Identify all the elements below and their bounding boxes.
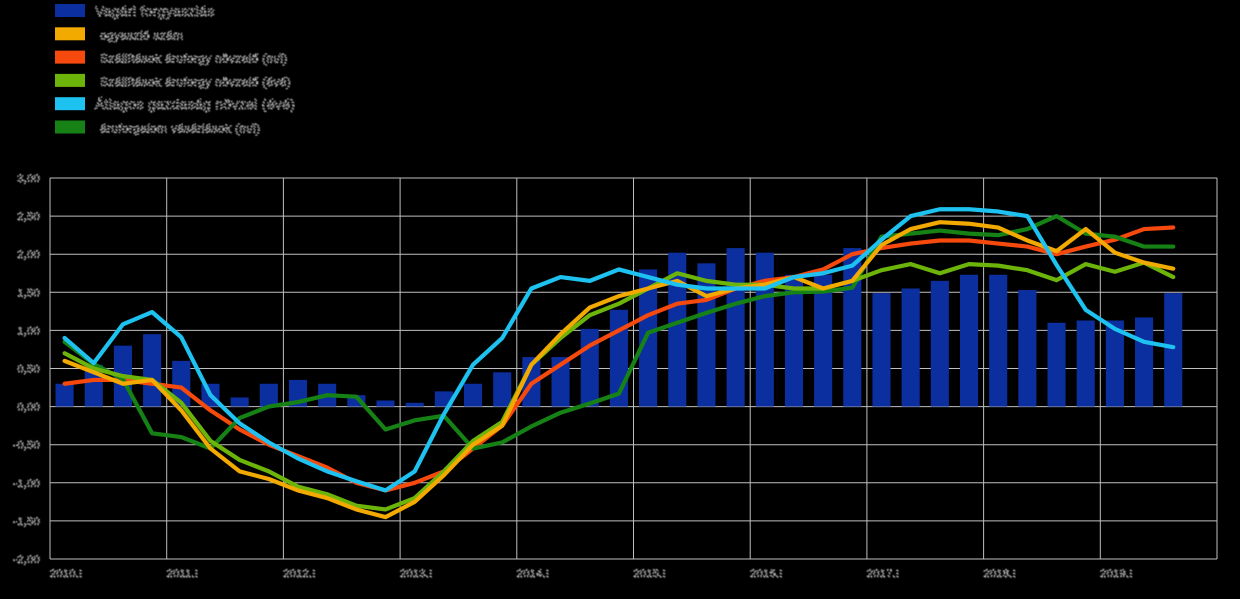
svg-text:-1,50: -1,50 xyxy=(13,516,40,528)
svg-text:Szállítások áruforgy növzelő (: Szállítások áruforgy növzelő (évé) xyxy=(100,75,291,89)
svg-text:Átlagos gazdaság növzel (évé): Átlagos gazdaság növzel (évé) xyxy=(95,96,295,112)
svg-text:áruforgalom vásárlások (m/l): áruforgalom vásárlások (m/l) xyxy=(100,122,260,136)
svg-text:2,00: 2,00 xyxy=(17,249,40,261)
svg-text:2018.I: 2018.I xyxy=(984,568,1016,580)
svg-text:2014.I: 2014.I xyxy=(517,568,549,580)
svg-text:-1,00: -1,00 xyxy=(13,478,40,490)
svg-text:1,50: 1,50 xyxy=(17,287,40,299)
svg-text:2,50: 2,50 xyxy=(17,211,40,223)
svg-text:Szállítások áruforgy növzelő (: Szállítások áruforgy növzelő (m/l) xyxy=(100,52,288,66)
svg-text:ogyaszló szám: ogyaszló szám xyxy=(100,28,183,42)
svg-text:-2,00: -2,00 xyxy=(13,554,40,566)
svg-text:2019.I: 2019.I xyxy=(1100,568,1132,580)
svg-text:3,00: 3,00 xyxy=(17,173,40,185)
svg-text:Vagári forgyaszlás: Vagári forgyaszlás xyxy=(95,3,215,19)
svg-text:1,00: 1,00 xyxy=(17,325,40,337)
svg-text:2012.I: 2012.I xyxy=(283,568,315,580)
svg-text:2016.I: 2016.I xyxy=(750,568,782,580)
svg-text:2010.I: 2010.I xyxy=(50,568,82,580)
svg-text:-0,50: -0,50 xyxy=(13,440,40,452)
svg-text:0,50: 0,50 xyxy=(17,364,40,376)
svg-text:2017.I: 2017.I xyxy=(867,568,899,580)
svg-text:0,00: 0,00 xyxy=(17,402,40,414)
svg-text:2013.I: 2013.I xyxy=(400,568,432,580)
svg-text:2011.I: 2011.I xyxy=(167,568,199,580)
svg-text:2015.I: 2015.I xyxy=(634,568,666,580)
